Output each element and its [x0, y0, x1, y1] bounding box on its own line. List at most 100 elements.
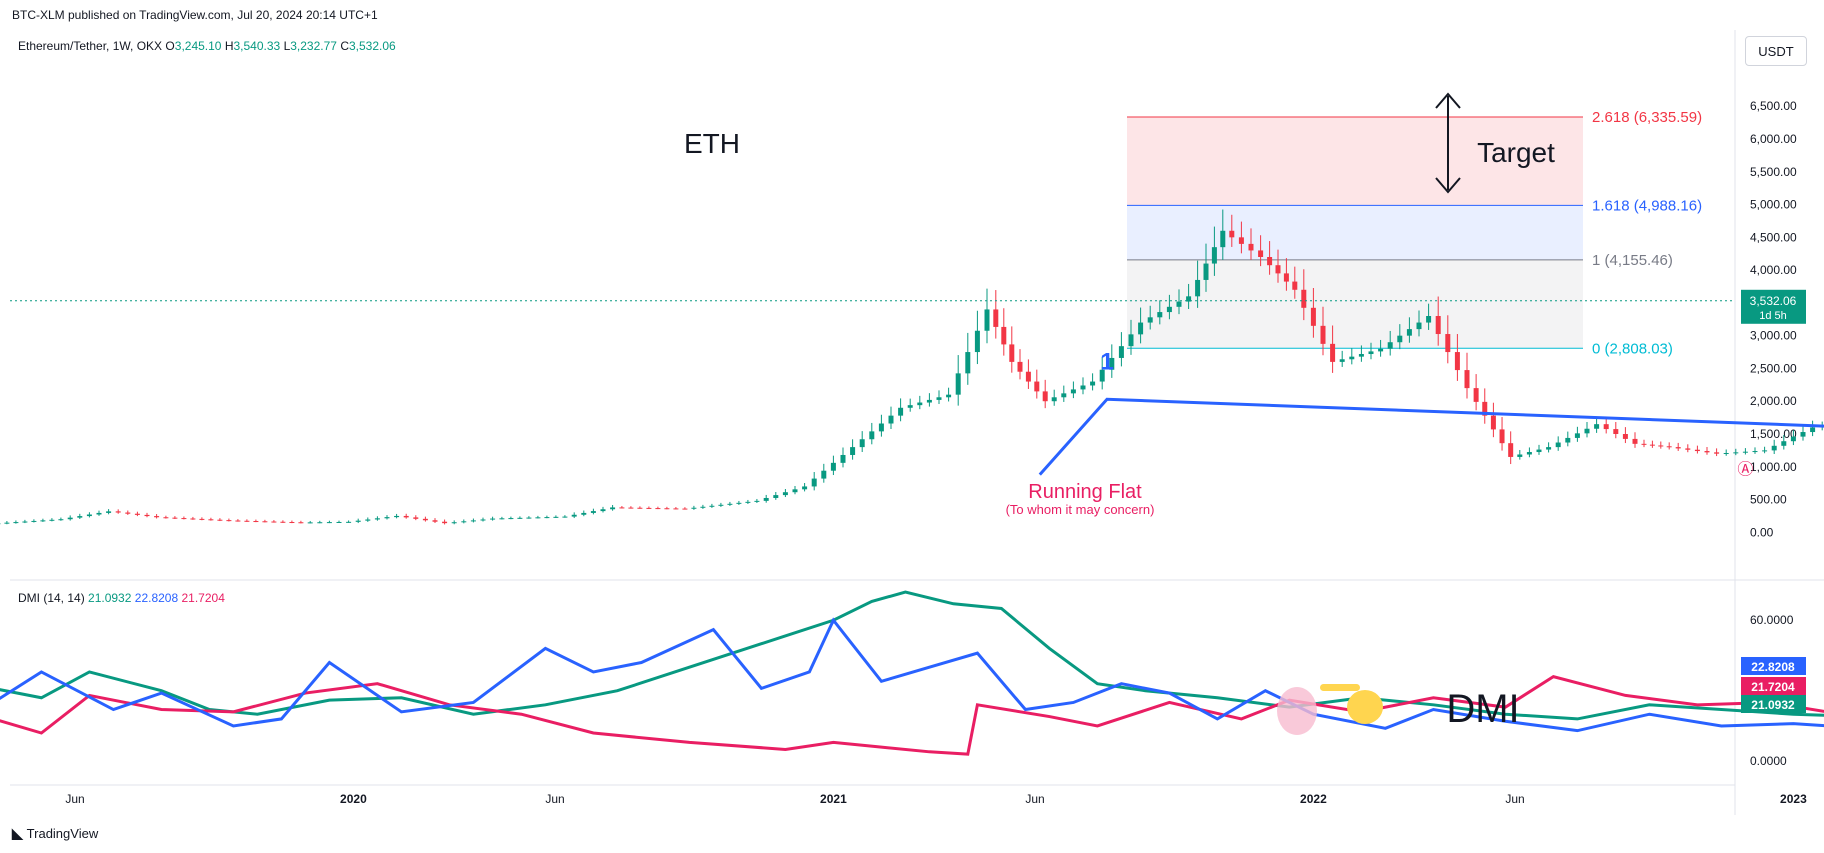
price-tick-label: 1,500.00 [1750, 427, 1797, 441]
candle-body [821, 470, 827, 479]
time-tick-label: Jun [1025, 792, 1044, 806]
dmi-value-badge [1741, 657, 1806, 675]
dmi-legend-v3: 21.7204 [181, 591, 225, 605]
candle-body [106, 511, 112, 513]
candle-body [499, 518, 505, 520]
fib-level-label: 0 (2,808.03) [1592, 340, 1673, 357]
candle-body [718, 504, 724, 506]
target-label: Target [1477, 137, 1555, 168]
dmi-indicator[interactable] [0, 590, 1824, 756]
candle-body [181, 518, 187, 520]
candle-body [144, 514, 150, 517]
ohlc-open: O3,245.10 [165, 39, 222, 53]
time-tick-label: Jun [545, 792, 564, 806]
candle-body [1508, 443, 1514, 457]
candle-body [1445, 334, 1451, 353]
dmi-value-badge [1741, 677, 1806, 695]
candle-body [1220, 230, 1226, 248]
tradingview-logo[interactable]: ◣ TradingView [12, 825, 98, 842]
candle-body [1138, 322, 1144, 335]
candle-body [317, 522, 323, 524]
dmi-series-line [0, 590, 1824, 721]
target-arrow[interactable] [1435, 92, 1461, 194]
price-tick-label: 4,000.00 [1750, 263, 1797, 277]
dmi-tick-label: 60.0000 [1750, 613, 1794, 627]
candle-body [298, 522, 304, 524]
elliott-wave-drawing[interactable]: 12345ⒶⒷⒸ [1038, 122, 1824, 490]
time-tick-label: 2020 [340, 792, 367, 806]
pointing-hand-icon [1320, 684, 1383, 724]
candle-body [517, 517, 523, 519]
candle-body [208, 519, 214, 521]
candle-body [553, 516, 559, 518]
candle-body [1473, 388, 1479, 402]
dmi-badge-value: 21.0932 [1751, 698, 1795, 712]
dmi-value-badge [1741, 695, 1806, 713]
candle-body [125, 512, 131, 514]
candle-body [1001, 326, 1007, 345]
candle-body [1147, 317, 1153, 323]
candle-body [1387, 342, 1393, 349]
candle-body [700, 506, 706, 508]
dmi-highlight [1277, 687, 1317, 735]
price-tick-label: 3,000.00 [1750, 329, 1797, 343]
fibonacci-extension[interactable]: 2.618 (6,335.59) 1.618 (4,988.16) 1 (4,155… [1127, 109, 1702, 357]
candle-body [199, 518, 205, 520]
candle-body [262, 521, 268, 523]
candle-body [1229, 230, 1235, 238]
candle-body [1704, 451, 1710, 453]
time-tick-label: 2021 [820, 792, 847, 806]
candle-body [1685, 448, 1691, 450]
candle-body [271, 521, 277, 523]
candle-body [1283, 273, 1289, 282]
candle-body [1641, 443, 1647, 445]
candle-body [1330, 343, 1336, 362]
candle-body [244, 520, 250, 522]
candle-body [1090, 381, 1096, 386]
candle-body [840, 454, 846, 463]
candle-body [307, 522, 313, 524]
candle-body [1166, 306, 1172, 313]
candle-body [637, 507, 643, 509]
candle-body [280, 521, 286, 523]
candle-body [1733, 452, 1739, 454]
candle-body [917, 402, 923, 406]
dmi-legend-name: DMI (14, 14) [18, 591, 85, 605]
dmi-annotation: DMI [1446, 687, 1519, 731]
candle-body [1061, 393, 1067, 398]
candle-body [763, 497, 769, 501]
currency-unit-button[interactable]: USDT [1745, 36, 1807, 66]
candle-body [745, 501, 751, 503]
price-series: 3,532.06 1d 5h [0, 209, 1824, 525]
candle-body [1464, 370, 1470, 389]
dmi-tick-label: 0.0000 [1750, 754, 1787, 768]
candle-body [1378, 348, 1384, 352]
candle-body [664, 508, 670, 510]
candle-body [217, 519, 223, 521]
candle-body [792, 489, 798, 493]
price-tick-label: 5,500.00 [1750, 165, 1797, 179]
candle-body [1238, 237, 1244, 244]
candle-body [163, 517, 169, 519]
candle-body [235, 520, 241, 522]
candle-body [490, 518, 496, 520]
candle-body [1310, 307, 1316, 326]
candle-body [442, 521, 448, 524]
time-axis[interactable]: Jun2020Jun2021Jun2022Jun2023Jun2024Jun20… [65, 792, 1824, 806]
candle-body [13, 522, 19, 524]
candle-body [154, 516, 160, 518]
fib-zone-1 [1127, 259, 1583, 349]
candle-body [461, 521, 467, 523]
candle-body [508, 518, 514, 520]
fib-zone-2618 [1127, 117, 1583, 206]
ohlc-high: H3,540.33 [224, 39, 281, 53]
dmi-legend[interactable]: DMI (14, 14) 21.0932 22.8208 21.7204 [18, 591, 225, 605]
candle-body [1009, 344, 1015, 362]
symbol-legend[interactable]: Ethereum/Tether, 1W, OKX O3,245.10 H3,54… [18, 39, 396, 53]
last-price-countdown: 1d 5h [1759, 310, 1787, 322]
candle-body [1258, 250, 1264, 257]
candle-body [365, 519, 371, 521]
candle-body [850, 447, 856, 455]
candle-body [413, 517, 419, 519]
